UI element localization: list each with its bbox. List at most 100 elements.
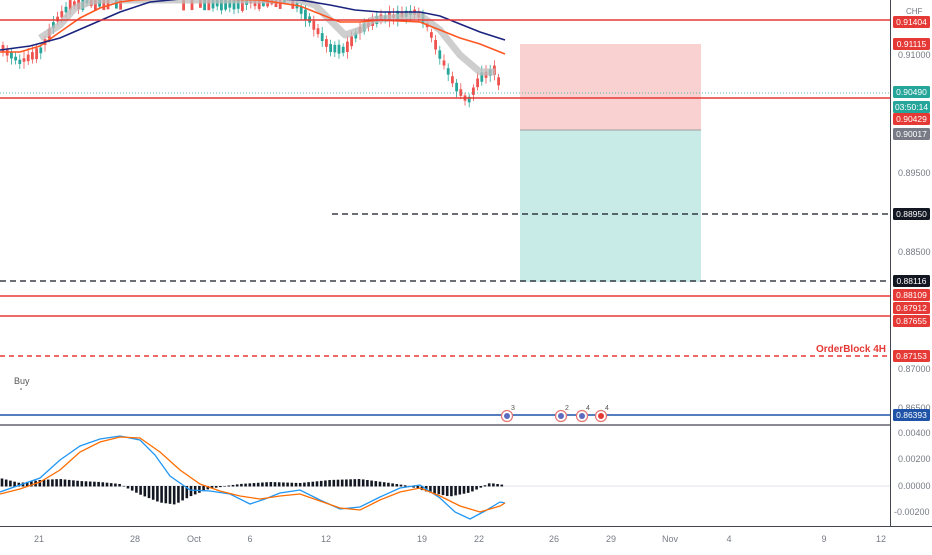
histogram-bar [235, 484, 239, 487]
time-label: 26 [549, 534, 559, 544]
candle [442, 54, 446, 70]
time-label: 6 [247, 534, 252, 544]
histogram-bar [445, 486, 449, 496]
histogram-bar [42, 479, 46, 487]
take-profit-zone[interactable] [520, 130, 701, 282]
candle [446, 63, 450, 82]
macd-line [0, 435, 506, 520]
histogram-bar [17, 482, 21, 487]
candle [39, 43, 43, 60]
histogram-bar [13, 481, 16, 487]
candle [329, 39, 332, 57]
price-badge[interactable]: 0.90017 [893, 128, 930, 140]
histogram-bar [282, 482, 285, 487]
price-badge[interactable]: 0.91115 [893, 38, 930, 50]
price-axis[interactable]: CHF 0.91000 0.89500 0.88500 0.87000 0.86… [893, 7, 931, 421]
currency-label: CHF [906, 7, 923, 16]
candle [10, 48, 13, 65]
orderblock-label[interactable]: OrderBlock 4H [816, 344, 886, 355]
histogram-bar [345, 479, 348, 487]
histogram-bar [286, 482, 289, 487]
candle [312, 15, 316, 37]
macd-axis[interactable]: 0.00400 0.00200 0.00000 -0.00200 [894, 428, 931, 517]
candle [22, 51, 26, 69]
price-tick: 0.89500 [898, 168, 931, 178]
event-marker-icon[interactable]: 4 [575, 405, 591, 423]
price-badge[interactable]: 0.91404 [893, 16, 930, 28]
ribbon-gray-line [38, 0, 495, 76]
histogram-bar [395, 484, 399, 487]
histogram-bar [30, 481, 33, 487]
svg-text:0.87153: 0.87153 [896, 351, 927, 361]
macd-pane[interactable] [0, 426, 890, 526]
histogram-bar [223, 486, 226, 487]
histogram-bar [483, 485, 487, 487]
event-marker-icon[interactable]: 2 [554, 405, 570, 423]
candle [325, 35, 328, 53]
candle [337, 39, 341, 59]
histogram-bar [38, 480, 42, 487]
histogram-bar [466, 486, 470, 493]
svg-text:0.91404: 0.91404 [896, 17, 927, 27]
histogram-bar [487, 483, 491, 487]
buy-label[interactable]: Buy [14, 376, 30, 386]
histogram-bar [311, 481, 315, 487]
histogram-bar [51, 479, 54, 487]
price-badge[interactable]: 0.87912 [893, 302, 930, 314]
main-pane[interactable] [0, 0, 890, 424]
price-levels[interactable] [0, 19, 890, 416]
histogram-bar [450, 486, 453, 497]
histogram-bar [324, 480, 327, 487]
histogram-bar [114, 483, 117, 487]
stop-loss-zone[interactable] [520, 44, 701, 130]
svg-text:0.88109: 0.88109 [896, 290, 927, 300]
histogram-bar [361, 479, 365, 487]
economic-events[interactable]: 3 2 4 4 [500, 405, 610, 423]
moving-average-red-line [0, 0, 506, 55]
long-position-tool[interactable] [520, 44, 701, 282]
macd-histogram [0, 478, 504, 505]
price-badge[interactable]: 0.87655 [893, 315, 930, 327]
price-badge[interactable]: 0.88116 [893, 275, 930, 287]
histogram-bar [160, 486, 163, 503]
price-badge[interactable]: 0.88109 [893, 289, 930, 301]
histogram-bar [130, 486, 134, 491]
histogram-bar [172, 486, 176, 505]
candle [341, 43, 345, 57]
price-badge[interactable]: 0.88950 [893, 208, 930, 220]
price-badge[interactable]: 0.90490 [893, 86, 930, 98]
histogram-bar [206, 486, 210, 490]
price-tick: 0.87000 [898, 364, 931, 374]
svg-text:0.90490: 0.90490 [896, 87, 927, 97]
candle [430, 28, 433, 43]
histogram-bar [328, 480, 331, 487]
histogram-bar [273, 482, 277, 487]
price-badge[interactable]: 03:50:14 [893, 101, 930, 113]
time-label: 12 [321, 534, 331, 544]
histogram-bar [416, 486, 420, 489]
candle [451, 71, 454, 88]
histogram-bar [25, 481, 29, 487]
macd-tick: -0.00200 [894, 507, 930, 517]
event-marker-icon[interactable]: 3 [500, 405, 516, 423]
histogram-bar [80, 481, 84, 487]
price-badge[interactable]: 0.87153 [893, 350, 930, 362]
time-axis[interactable]: 21 28 Oct 6 12 19 22 26 29 Nov 4 9 12 [34, 534, 886, 544]
histogram-bar [340, 479, 344, 487]
price-tick: 0.86500 [898, 403, 931, 413]
histogram-bar [500, 484, 504, 487]
histogram-bar [479, 486, 483, 488]
histogram-bar [458, 486, 462, 495]
event-marker-icon[interactable]: 4 [594, 405, 610, 423]
histogram-bar [248, 483, 252, 487]
histogram-bar [399, 484, 403, 487]
svg-text:0.87655: 0.87655 [896, 316, 927, 326]
time-label: 22 [474, 534, 484, 544]
time-label: 19 [417, 534, 427, 544]
histogram-bar [387, 482, 390, 487]
price-badge[interactable]: 0.90429 [893, 113, 930, 125]
candle [455, 79, 458, 98]
svg-text:2: 2 [565, 405, 569, 412]
price-badge[interactable]: 0.86393 [893, 409, 930, 421]
